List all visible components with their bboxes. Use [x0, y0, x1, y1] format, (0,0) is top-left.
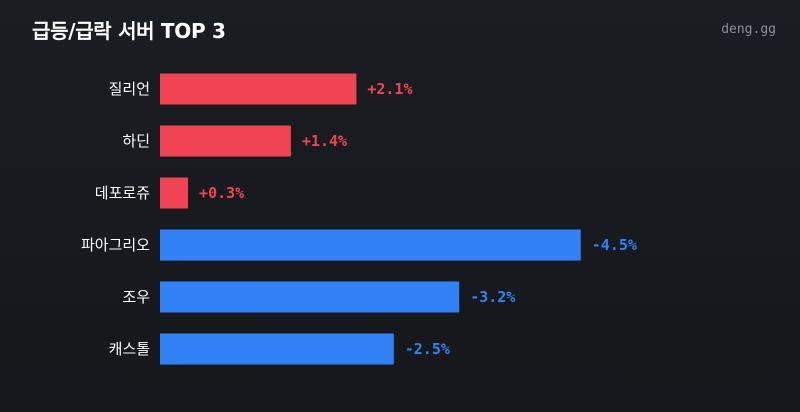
- category-label: 파아그리오: [81, 236, 150, 254]
- bar: [160, 229, 581, 261]
- value-label: +2.1%: [367, 80, 412, 98]
- bar-row: 데포로쥬 +0.3%: [95, 177, 244, 209]
- bar: [160, 177, 189, 209]
- bar-row: 질리언 +2.1%: [109, 73, 413, 105]
- category-label: 하딘: [122, 132, 150, 150]
- bar-row: 파아그리오 -4.5%: [81, 229, 637, 261]
- category-label: 질리언: [109, 80, 150, 98]
- bar: [160, 73, 357, 105]
- bar-row: 하딘 +1.4%: [122, 125, 347, 157]
- bar: [160, 333, 394, 365]
- value-label: +1.4%: [302, 132, 347, 150]
- category-label: 조우: [122, 288, 150, 306]
- bar-row: 캐스톨 -2.5%: [109, 333, 450, 365]
- category-label: 데포로쥬: [95, 184, 150, 202]
- category-label: 캐스톨: [109, 340, 150, 358]
- bar: [160, 125, 291, 157]
- bar: [160, 281, 460, 313]
- value-label: -2.5%: [405, 340, 450, 358]
- bar-row: 조우 -3.2%: [122, 281, 515, 313]
- value-label: -3.2%: [470, 288, 515, 306]
- site-watermark: deng.gg: [721, 22, 776, 37]
- value-label: +0.3%: [199, 184, 244, 202]
- chart-title: 급등/급락 서버 TOP 3: [32, 19, 226, 43]
- value-label: -4.5%: [592, 236, 637, 254]
